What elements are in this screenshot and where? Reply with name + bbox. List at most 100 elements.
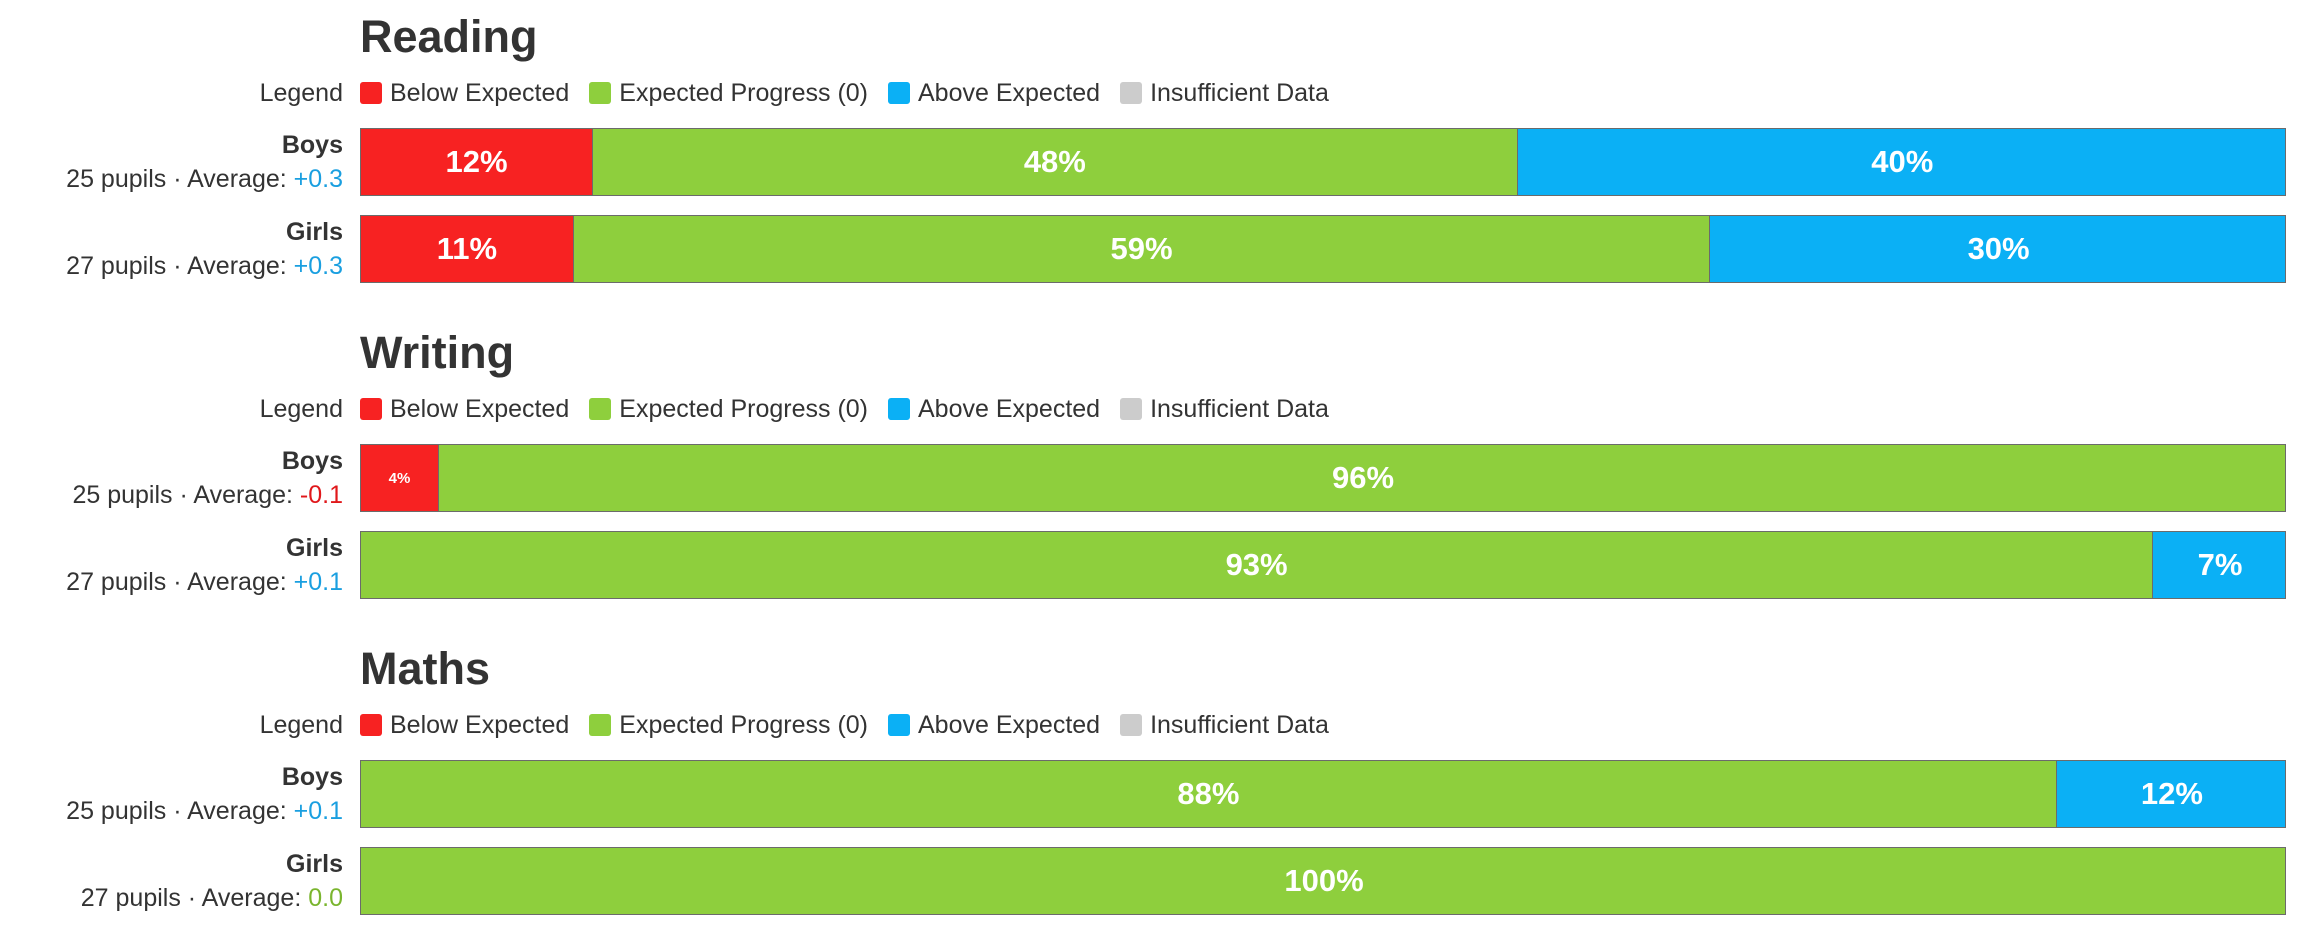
group-name: Girls — [286, 218, 343, 246]
legend-label: Legend — [259, 79, 343, 107]
data-label: 40% — [1871, 144, 1934, 179]
legend-item-insufficient[interactable]: Insufficient Data — [1120, 76, 1329, 110]
legend-text: Expected Progress (0) — [619, 711, 868, 739]
bar-segment-above[interactable]: 12% — [2055, 761, 2285, 827]
stacked-bar[interactable]: 4% 96% — [360, 444, 2286, 512]
legend-item-below[interactable]: Below Expected — [360, 708, 569, 742]
legend-swatch-expected — [589, 714, 612, 736]
legend-item-above[interactable]: Above Expected — [888, 76, 1100, 110]
stacked-bar[interactable]: 93% 7% — [360, 531, 2286, 599]
stacked-bar[interactable]: 88% 12% — [360, 760, 2286, 828]
legend-items: Below Expected Expected Progress (0) Above… — [360, 708, 1329, 742]
legend-swatch-below — [360, 398, 382, 420]
group-row-boys: Boys 25 pupils · Average: +0.1 88% 12% — [0, 760, 2300, 830]
bar-segment-above[interactable]: 40% — [1516, 129, 2285, 195]
legend-item-insufficient[interactable]: Insufficient Data — [1120, 392, 1329, 426]
group-name: Boys — [281, 447, 343, 475]
group-meta: 27 pupils · Average: +0.1 — [66, 565, 343, 599]
group-meta: 25 pupils · Average: +0.1 — [66, 794, 343, 828]
pupil-count: 25 pupils · Average: — [66, 797, 294, 825]
legend-items: Below Expected Expected Progress (0) Above… — [360, 392, 1329, 426]
legend-text: Expected Progress (0) — [619, 79, 868, 107]
data-label: 93% — [1225, 547, 1288, 582]
group-label: Boys 25 pupils · Average: +0.3 — [66, 128, 343, 196]
data-label: 48% — [1023, 144, 1086, 179]
bar-segment-expected[interactable]: 93% — [361, 532, 2153, 598]
group-meta: 25 pupils · Average: +0.3 — [66, 162, 343, 196]
legend-swatch-below — [360, 82, 382, 104]
group-meta: 27 pupils · Average: +0.3 — [66, 249, 343, 283]
legend-text: Above Expected — [918, 395, 1101, 423]
subject-title: Maths — [360, 643, 491, 694]
legend-item-above[interactable]: Above Expected — [888, 708, 1100, 742]
legend: Legend Below Expected Expected Progress (0… — [0, 708, 2300, 742]
legend-item-expected[interactable]: Expected Progress (0) — [589, 76, 868, 110]
data-label: 100% — [1284, 863, 1364, 898]
legend-item-expected[interactable]: Expected Progress (0) — [589, 708, 868, 742]
legend-item-insufficient[interactable]: Insufficient Data — [1120, 708, 1329, 742]
legend-swatch-insufficient — [1120, 714, 1143, 736]
group-label: Girls 27 pupils · Average: +0.1 — [66, 531, 343, 599]
legend: Legend Below Expected Expected Progress (0… — [0, 76, 2300, 110]
pupil-count: 27 pupils · Average: — [80, 884, 309, 912]
group-label: Boys 25 pupils · Average: -0.1 — [72, 444, 343, 512]
legend-label: Legend — [259, 395, 343, 423]
legend-text: Below Expected — [390, 711, 570, 739]
pupil-count: 27 pupils · Average: — [66, 568, 294, 596]
stacked-bar[interactable]: 12% 48% 40% — [360, 128, 2286, 196]
bar-segment-expected[interactable]: 88% — [361, 761, 2056, 827]
data-label: 4% — [388, 469, 411, 487]
subject-title: Writing — [360, 327, 515, 378]
data-label: 11% — [436, 231, 498, 266]
group-label: Girls 27 pupils · Average: 0.0 — [81, 847, 343, 915]
legend-swatch-insufficient — [1120, 398, 1143, 420]
group-meta: 27 pupils · Average: 0.0 — [81, 881, 343, 915]
legend-text: Expected Progress (0) — [619, 395, 868, 423]
subject-title: Reading — [360, 11, 538, 62]
pupil-count: 25 pupils · Average: — [72, 481, 300, 509]
group-row-girls: Girls 27 pupils · Average: 0.0 100% — [0, 847, 2300, 917]
data-label: 30% — [1967, 231, 2030, 266]
legend-text: Above Expected — [918, 79, 1101, 107]
group-name: Girls — [286, 850, 343, 878]
legend-swatch-below — [360, 714, 382, 736]
subject-section-maths: Maths Legend Below Expected Expected Progre… — [0, 646, 2300, 946]
legend: Legend Below Expected Expected Progress (0… — [0, 392, 2300, 426]
bar-segment-expected[interactable]: 100% — [361, 848, 2285, 914]
bar-segment-below[interactable]: 12% — [361, 129, 593, 195]
bar-segment-expected[interactable]: 96% — [438, 445, 2285, 511]
bar-segment-below[interactable]: 4% — [361, 445, 439, 511]
group-label: Girls 27 pupils · Average: +0.3 — [66, 215, 343, 283]
legend-text: Below Expected — [390, 79, 570, 107]
legend-item-above[interactable]: Above Expected — [888, 392, 1100, 426]
average-value: +0.3 — [293, 165, 343, 193]
stacked-bar[interactable]: 100% — [360, 847, 2286, 915]
bar-segment-below[interactable]: 11% — [361, 216, 573, 282]
legend-text: Insufficient Data — [1150, 711, 1329, 739]
subject-section-reading: Reading Legend Below Expected Expected Prog… — [0, 14, 2300, 314]
data-label: 96% — [1331, 460, 1395, 495]
bar-segment-expected[interactable]: 59% — [572, 216, 1710, 282]
bar-segment-expected[interactable]: 48% — [592, 129, 1517, 195]
pupil-count: 25 pupils · Average: — [66, 165, 294, 193]
stacked-bar[interactable]: 11% 59% 30% — [360, 215, 2286, 283]
legend-swatch-insufficient — [1120, 82, 1143, 104]
average-value: +0.1 — [293, 568, 343, 596]
legend-swatch-above — [888, 714, 910, 736]
pupil-count: 27 pupils · Average: — [66, 252, 294, 280]
bar-segment-above[interactable]: 30% — [1709, 216, 2285, 282]
average-value: -0.1 — [299, 481, 343, 509]
legend-item-expected[interactable]: Expected Progress (0) — [589, 392, 868, 426]
legend-text: Insufficient Data — [1150, 79, 1329, 107]
legend-items: Below Expected Expected Progress (0) Above… — [360, 76, 1329, 110]
group-row-girls: Girls 27 pupils · Average: +0.3 11% 59% 30% — [0, 215, 2300, 285]
legend-label: Legend — [259, 711, 343, 739]
average-value: +0.1 — [293, 797, 343, 825]
bar-segment-above[interactable]: 7% — [2152, 532, 2285, 598]
legend-item-below[interactable]: Below Expected — [360, 392, 569, 426]
data-label: 12% — [445, 144, 508, 179]
legend-swatch-expected — [589, 82, 612, 104]
legend-item-below[interactable]: Below Expected — [360, 76, 569, 110]
group-name: Boys — [281, 763, 343, 791]
legend-text: Above Expected — [918, 711, 1101, 739]
